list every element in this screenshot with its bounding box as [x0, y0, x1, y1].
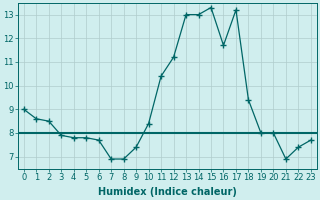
X-axis label: Humidex (Indice chaleur): Humidex (Indice chaleur): [98, 187, 237, 197]
